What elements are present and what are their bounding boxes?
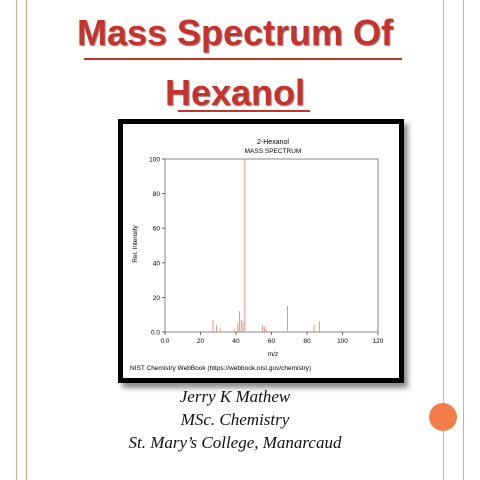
chart-svg: 2-Hexanol MASS SPECTRUM m/z Rel. Intensi… xyxy=(130,139,384,372)
slide-title-line2: Hexanol xyxy=(164,72,306,113)
y-tick-label: 0.0 xyxy=(151,330,160,337)
x-tick-label: 60 xyxy=(268,338,276,345)
x-tick-label: 40 xyxy=(232,338,240,345)
y-tick-label: 20 xyxy=(153,295,161,302)
author-name: Jerry K Mathew xyxy=(179,387,291,406)
slide-title-line1: Mass Spectrum Of xyxy=(76,12,394,53)
x-tick-label: 120 xyxy=(373,338,384,345)
x-tick-label: 80 xyxy=(303,338,311,345)
title-underline-2 xyxy=(178,110,310,112)
author-degree: MSc. Chemistry xyxy=(180,410,290,429)
title-underline-1 xyxy=(84,58,402,60)
y-tick-label: 40 xyxy=(153,260,161,267)
x-tick-label: 100 xyxy=(337,338,348,345)
author-college: St. Mary’s College, Manarcaud xyxy=(128,433,342,452)
x-tick-label: 0.0 xyxy=(160,338,169,345)
frame-line-right-outer xyxy=(463,0,464,480)
y-axis-label: Rel. Intensity xyxy=(132,224,139,262)
x-axis-label: m/z xyxy=(268,351,278,358)
chart-title: 2-Hexanol xyxy=(257,139,289,146)
mass-spectrum-chart: 2-Hexanol MASS SPECTRUM m/z Rel. Intensi… xyxy=(118,119,404,383)
y-tick-label: 100 xyxy=(149,157,160,164)
plot-frame xyxy=(164,158,379,333)
orange-circle-decoration xyxy=(429,403,457,431)
y-tick-label: 60 xyxy=(153,226,161,233)
x-tick-label: 20 xyxy=(197,338,205,345)
frame-line-left-inner xyxy=(26,0,27,480)
chart-source-credit: NIST Chemistry WebBook (https://webbook.… xyxy=(130,365,311,372)
y-tick-label: 80 xyxy=(153,191,161,198)
chart-subtitle: MASS SPECTRUM xyxy=(245,148,302,155)
frame-line-right-inner xyxy=(443,0,444,480)
frame-line-left-outer xyxy=(16,0,17,480)
